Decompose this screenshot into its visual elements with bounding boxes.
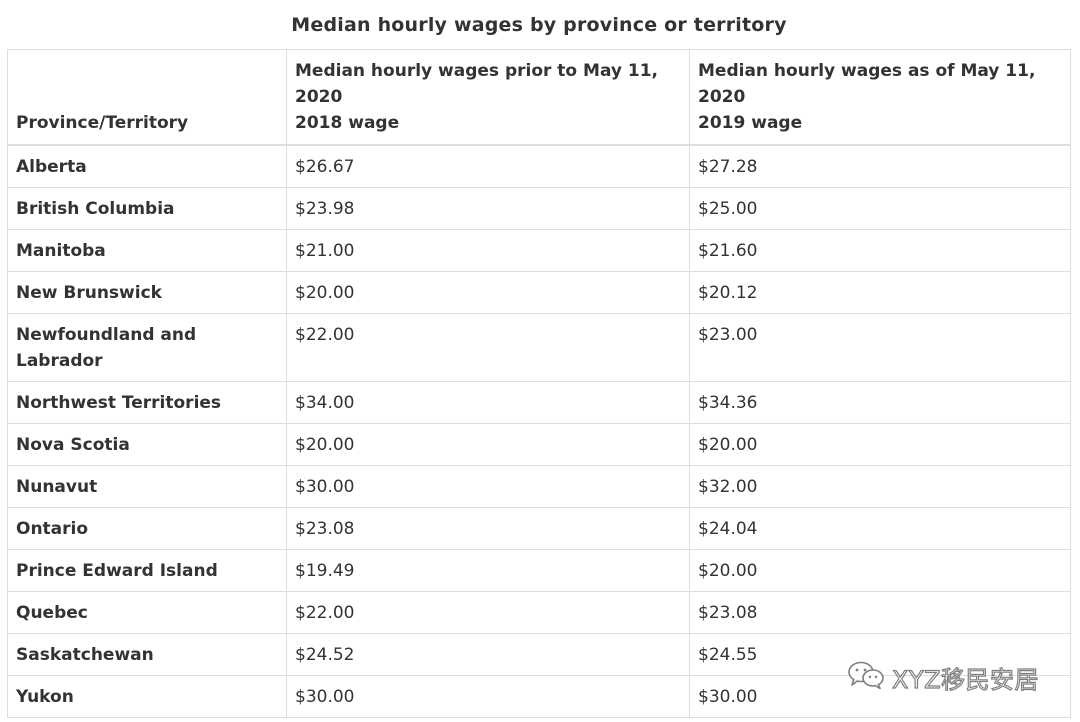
wage-prior-cell: $21.00 xyxy=(286,229,690,272)
table-row: Nunavut $30.00 $32.00 xyxy=(7,465,1071,508)
header-wage-prior-line3: 2018 wage xyxy=(295,113,400,133)
wage-current-cell: $25.00 xyxy=(689,187,1071,230)
wage-prior-cell: $20.00 xyxy=(286,423,690,466)
province-cell: Nunavut xyxy=(7,465,287,508)
province-cell: Nova Scotia xyxy=(7,423,287,466)
table-caption: Median hourly wages by province or terri… xyxy=(291,14,787,36)
table-body: Alberta $26.67 $27.28 British Columbia $… xyxy=(7,144,1071,718)
wage-prior-cell: $24.52 xyxy=(286,633,690,676)
table-row: British Columbia $23.98 $25.00 xyxy=(7,187,1071,230)
header-wage-prior-line1: Median hourly wages prior to May 11, xyxy=(295,61,659,81)
header-wage-prior-line2: 2020 xyxy=(295,87,343,107)
table-row: New Brunswick $20.00 $20.12 xyxy=(7,271,1071,314)
header-wage-current-line2: 2020 xyxy=(698,87,746,107)
table-row: Manitoba $21.00 $21.60 xyxy=(7,229,1071,272)
wage-prior-cell: $19.49 xyxy=(286,549,690,592)
wage-prior-cell: $34.00 xyxy=(286,381,690,424)
wage-current-cell: $20.12 xyxy=(689,271,1071,314)
wage-prior-cell: $20.00 xyxy=(286,271,690,314)
header-wage-current-line3: 2019 wage xyxy=(698,113,803,133)
header-province: Province/Territory xyxy=(7,49,287,146)
province-cell: Prince Edward Island xyxy=(7,549,287,592)
watermark-text: XYZ移民安居 xyxy=(891,665,1040,694)
wechat-icon xyxy=(846,660,886,694)
province-cell: Northwest Territories xyxy=(7,381,287,424)
province-cell: Yukon xyxy=(7,675,287,718)
province-cell: Alberta xyxy=(7,144,287,188)
wage-current-cell: $23.00 xyxy=(689,313,1071,382)
province-cell: Ontario xyxy=(7,507,287,550)
header-wage-current-line1: Median hourly wages as of May 11, xyxy=(698,61,1036,81)
province-cell: Saskatchewan xyxy=(7,633,287,676)
wage-current-cell: $32.00 xyxy=(689,465,1071,508)
wage-current-cell: $20.00 xyxy=(689,549,1071,592)
wage-prior-cell: $23.98 xyxy=(286,187,690,230)
table-header: Province/Territory Median hourly wages p… xyxy=(7,49,1071,146)
watermark: XYZ移民安居 xyxy=(846,660,1039,694)
table-row: Nova Scotia $20.00 $20.00 xyxy=(7,423,1071,466)
wage-prior-cell: $26.67 xyxy=(286,144,690,188)
wage-current-cell: $34.36 xyxy=(689,381,1071,424)
wage-current-cell: $27.28 xyxy=(689,144,1071,188)
wages-table: Province/Territory Median hourly wages p… xyxy=(7,49,1071,718)
table-row: Ontario $23.08 $24.04 xyxy=(7,507,1071,550)
wage-prior-cell: $23.08 xyxy=(286,507,690,550)
table-row: Saskatchewan $24.52 $24.55 xyxy=(7,633,1071,676)
header-wage-prior: Median hourly wages prior to May 11, 202… xyxy=(286,49,690,146)
wage-prior-cell: $30.00 xyxy=(286,675,690,718)
province-cell: Quebec xyxy=(7,591,287,634)
province-cell: British Columbia xyxy=(7,187,287,230)
wage-current-cell: $21.60 xyxy=(689,229,1071,272)
table-row: Quebec $22.00 $23.08 xyxy=(7,591,1071,634)
wage-prior-cell: $30.00 xyxy=(286,465,690,508)
wage-prior-cell: $22.00 xyxy=(286,591,690,634)
province-cell: New Brunswick xyxy=(7,271,287,314)
wage-current-cell: $24.04 xyxy=(689,507,1071,550)
table-row: Alberta $26.67 $27.28 xyxy=(7,144,1071,188)
header-row: Province/Territory Median hourly wages p… xyxy=(7,49,1071,146)
wage-current-cell: $23.08 xyxy=(689,591,1071,634)
header-wage-current: Median hourly wages as of May 11, 2020 2… xyxy=(689,49,1071,146)
table-row: Prince Edward Island $19.49 $20.00 xyxy=(7,549,1071,592)
province-cell: Newfoundland and Labrador xyxy=(7,313,287,382)
table-row: Newfoundland and Labrador $22.00 $23.00 xyxy=(7,313,1071,382)
wage-prior-cell: $22.00 xyxy=(286,313,690,382)
table-row: Northwest Territories $34.00 $34.36 xyxy=(7,381,1071,424)
wage-current-cell: $20.00 xyxy=(689,423,1071,466)
province-cell: Manitoba xyxy=(7,229,287,272)
